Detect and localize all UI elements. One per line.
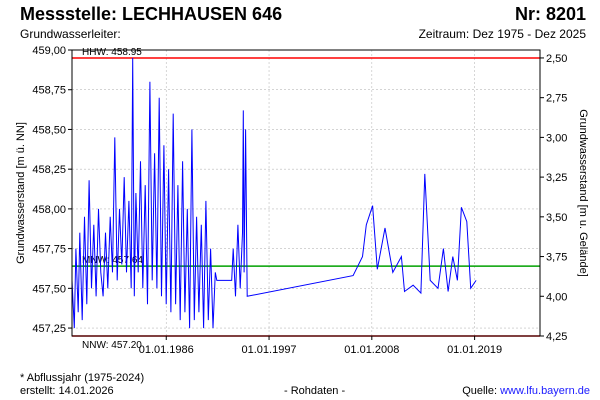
ref-label-nnw: NNW: 457.20 <box>82 340 142 351</box>
station-title: Messstelle: LECHHAUSEN 646 <box>20 4 283 24</box>
y-axis-left: 459,00 458,75 458,50 458,25 458,00 457,75 457,… <box>32 45 72 335</box>
source: Quelle: www.lfu.bayern.de <box>462 385 590 397</box>
y2-tick-label: 4,25 <box>546 331 567 343</box>
y-axis-label-left: Grundwasserstand [m ü. NN] <box>15 122 27 264</box>
y2-tick-label: 3,50 <box>546 212 567 224</box>
y-tick-label: 457,50 <box>32 283 66 295</box>
aquifer-label: Grundwasserleiter: <box>20 27 121 41</box>
source-label: Quelle: <box>462 385 501 397</box>
series-line <box>71 57 477 329</box>
y2-tick-label: 3,00 <box>546 132 567 144</box>
series-layer <box>71 57 477 329</box>
y2-tick-label: 3,75 <box>546 252 567 264</box>
x-tick-label: 01.01.2019 <box>447 344 502 356</box>
raw-data-note: - Rohdaten - <box>284 385 346 397</box>
ref-label-hhw: HHW: 458.95 <box>82 47 142 58</box>
y-tick-label: 458,75 <box>32 85 66 97</box>
y2-tick-label: 3,25 <box>546 172 567 184</box>
created-date: erstellt: 14.01.2026 <box>20 385 114 397</box>
y-axis-right: 2,50 2,75 3,00 3,25 3,50 3,75 4,00 4,25 <box>540 53 567 343</box>
source-link[interactable]: www.lfu.bayern.de <box>500 385 590 397</box>
plot-frame <box>71 49 541 337</box>
y-tick-label: 459,00 <box>32 45 66 57</box>
y-tick-label: 457,75 <box>32 244 66 256</box>
station-number: Nr: 8201 <box>514 4 586 24</box>
grid-layer <box>72 49 540 336</box>
y-tick-label: 458,50 <box>32 124 66 136</box>
x-tick-label: 01.01.1997 <box>242 344 297 356</box>
y-tick-label: 458,00 <box>32 204 66 216</box>
y-axis-label-right: Grundwasserstand [m u. Gelände] <box>577 109 589 277</box>
footnote: * Abflussjahr (1975-2024) <box>20 372 145 384</box>
y2-tick-label: 4,00 <box>546 291 567 303</box>
x-axis: 01.01.1986 01.01.1997 01.01.2008 01.01.2019 <box>139 336 502 356</box>
y-tick-label: 458,25 <box>32 164 66 176</box>
period-label: Zeitraum: Dez 1975 - Dez 2025 <box>418 27 586 41</box>
y2-tick-label: 2,75 <box>546 93 567 105</box>
y2-tick-label: 2,50 <box>546 53 567 65</box>
x-tick-label: 01.01.2008 <box>344 344 399 356</box>
y-tick-label: 457,25 <box>32 323 66 335</box>
x-tick-label: 01.01.1986 <box>139 344 194 356</box>
